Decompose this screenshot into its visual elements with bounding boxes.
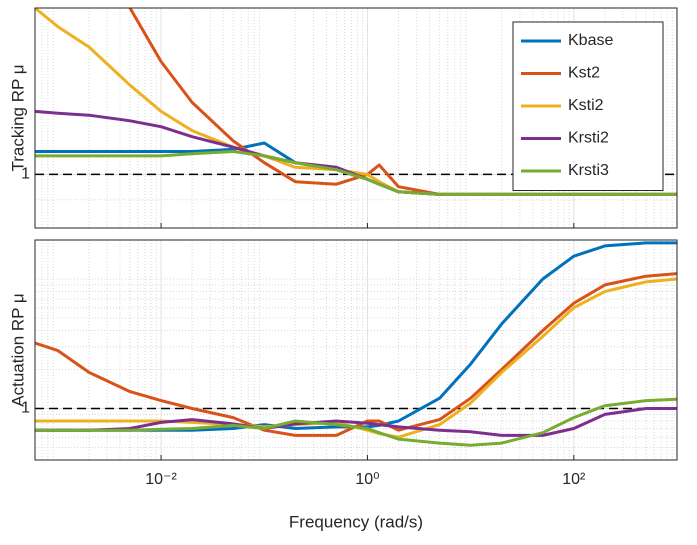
axes-box bbox=[34, 239, 678, 461]
series-line bbox=[35, 150, 677, 196]
legend: Kbase Kst2 Ksti2 Krsti2 Krsti3 bbox=[512, 21, 664, 191]
y-axis-label: Tracking RP μ bbox=[8, 64, 27, 171]
legend-label: Ksti2 bbox=[568, 97, 604, 114]
legend-label: Kbase bbox=[568, 32, 613, 49]
x-tick-label: 10⁰ bbox=[355, 471, 379, 488]
y-tick-label: 1 bbox=[21, 400, 30, 417]
legend-label: Kst2 bbox=[568, 65, 600, 82]
series-line bbox=[35, 397, 677, 447]
y-axis-label: Actuation RP μ bbox=[8, 293, 27, 406]
x-tick-label: 10² bbox=[562, 471, 586, 488]
legend-label: Krsti3 bbox=[568, 162, 609, 179]
series-line bbox=[35, 272, 677, 437]
legend-label: Krsti2 bbox=[568, 130, 609, 147]
series-line bbox=[35, 407, 677, 437]
x-axis-label: Frequency (rad/s) bbox=[289, 512, 423, 531]
y-tick-label: 1 bbox=[21, 166, 30, 183]
series-line bbox=[35, 277, 677, 439]
x-tick-label: 10⁻² bbox=[145, 471, 177, 488]
axes-box bbox=[34, 7, 678, 229]
